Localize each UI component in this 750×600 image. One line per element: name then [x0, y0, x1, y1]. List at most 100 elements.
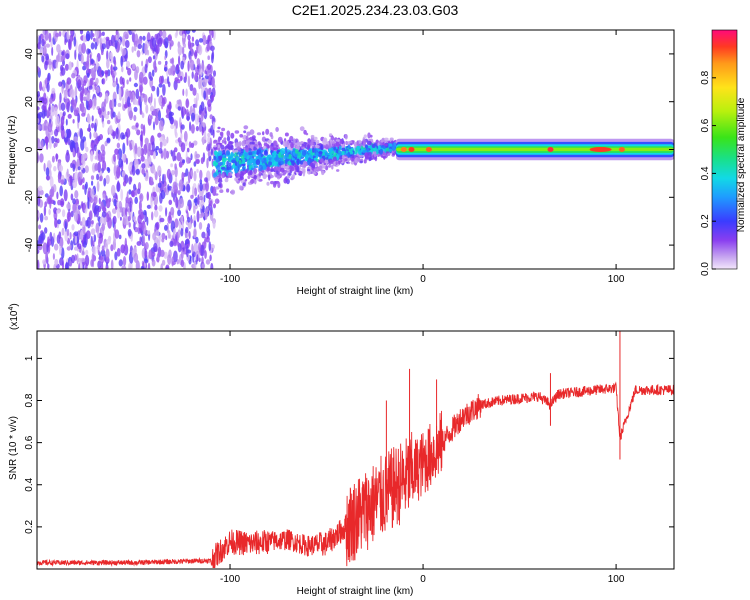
heatmap-cell — [250, 167, 254, 171]
heatmap-cell — [56, 209, 61, 214]
heatmap-cell — [134, 69, 138, 81]
heatmap-cell — [94, 155, 98, 160]
heatmap-cell — [98, 197, 101, 205]
heatmap-cell — [164, 55, 167, 61]
heatmap-cell — [320, 145, 324, 151]
heatmap-cell — [108, 197, 112, 203]
heatmap-cell — [88, 85, 93, 90]
heatmap-cell — [37, 106, 40, 111]
heatmap-cell — [72, 163, 76, 172]
heatmap-cell — [126, 90, 130, 97]
heatmap-cell — [40, 34, 44, 40]
heatmap-cell — [141, 60, 144, 67]
heatmap-cell — [139, 236, 142, 244]
heatmap-cell — [50, 186, 55, 198]
heatmap-cell — [127, 228, 132, 237]
heatmap-cell — [153, 121, 155, 131]
heatmap-cell — [198, 222, 203, 230]
heatmap-cell — [139, 110, 143, 115]
heatmap-cell — [74, 190, 79, 199]
heatmap-cell — [246, 131, 251, 136]
heatmap-cell — [102, 149, 106, 157]
heatmap-cell — [257, 141, 261, 146]
heatmap-cell — [121, 66, 124, 73]
heatmap-cell — [204, 75, 210, 80]
heatmap-cell — [280, 160, 285, 165]
heatmap-cell — [223, 137, 227, 141]
heatmap-cell — [205, 95, 209, 101]
snr-multiplier: (x104) — [8, 303, 20, 330]
heatmap-cell — [37, 195, 41, 207]
heatmap-cell — [68, 38, 71, 50]
heatmap-cell — [81, 42, 86, 54]
heatmap-cell — [154, 204, 158, 211]
heatmap-cell — [100, 254, 105, 264]
heatmap-cell — [214, 178, 219, 183]
heatmap-cell — [328, 147, 332, 154]
heatmap-cell — [129, 142, 133, 151]
heatmap-cell — [42, 259, 47, 265]
heatmap-cell — [339, 138, 343, 145]
heatmap-cell — [94, 122, 97, 133]
heatmap-cell — [220, 144, 225, 150]
heatmap-cell — [270, 180, 275, 185]
heatmap-cell — [200, 244, 205, 257]
heatmap-cell — [105, 265, 109, 269]
heatmap-cell — [190, 142, 195, 148]
heatmap-cell — [61, 247, 65, 260]
heatmap-cell — [221, 139, 225, 144]
heatmap-cell — [392, 142, 397, 148]
heatmap-cell — [158, 83, 163, 88]
heatmap-cell — [131, 63, 136, 70]
heatmap-cell — [339, 145, 342, 151]
heatmap-cell — [176, 99, 182, 105]
heatmap-cell — [312, 172, 317, 175]
heatmap-cell — [239, 134, 244, 138]
heatmap-cell — [84, 140, 87, 149]
heatmap-cell — [73, 36, 77, 47]
heatmap-cell — [63, 90, 68, 100]
heatmap-cell — [73, 109, 79, 117]
heatmap-cell — [151, 259, 156, 267]
heatmap-cell — [204, 106, 207, 114]
heatmap-cell — [262, 131, 265, 136]
heatmap-cell — [195, 159, 200, 164]
heatmap-cell — [107, 167, 111, 173]
heatmap-cell — [43, 125, 47, 131]
heatmap-cell — [200, 115, 203, 127]
heatmap-cell — [307, 138, 311, 144]
heatmap-cell — [160, 189, 166, 200]
heatmap-cell — [65, 152, 70, 163]
heatmap-cell — [156, 112, 159, 119]
heatmap-band — [396, 147, 674, 152]
heatmap-cell — [99, 37, 102, 50]
heatmap-cell — [202, 205, 205, 213]
heatmap-cell — [234, 166, 238, 173]
heatmap-cell — [78, 262, 81, 269]
heatmap-cell — [151, 141, 155, 152]
heatmap-cell — [66, 228, 70, 237]
heatmap-cell — [315, 145, 320, 149]
heatmap-cell — [99, 174, 103, 182]
heatmap-cell — [136, 129, 141, 136]
heatmap-cell — [371, 143, 376, 148]
heatmap-cell — [215, 158, 220, 163]
heatmap-cell — [253, 175, 258, 180]
heatmap-cell — [153, 200, 157, 206]
heatmap-cell — [344, 134, 348, 140]
heatmap-cell — [212, 220, 216, 229]
heatmap-cell — [176, 79, 181, 84]
heatmap-cell — [118, 259, 124, 267]
heatmap-cell — [191, 36, 194, 42]
heatmap-cell — [74, 86, 78, 98]
spectrogram-ytick-label: 20 — [24, 96, 35, 108]
heatmap-cell — [216, 130, 221, 133]
heatmap-cell — [39, 212, 44, 223]
heatmap-cell — [84, 87, 88, 96]
heatmap-cell — [77, 79, 82, 88]
heatmap-cell — [315, 139, 320, 144]
heatmap-cell — [193, 220, 197, 228]
heatmap-cell — [187, 60, 190, 72]
heatmap-cell — [82, 177, 85, 184]
heatmap-cell — [142, 234, 146, 246]
